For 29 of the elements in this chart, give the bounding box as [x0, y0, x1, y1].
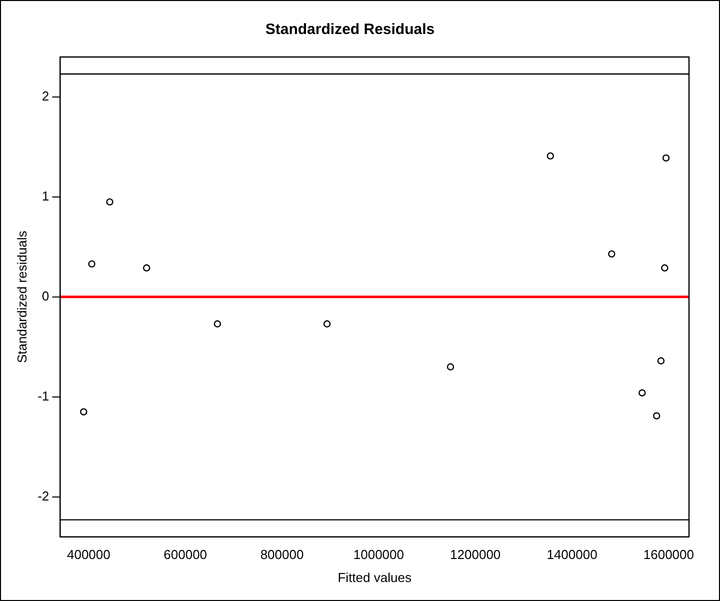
point — [214, 320, 222, 328]
y-tick-label: -1 — [38, 388, 50, 404]
point — [608, 250, 616, 258]
point — [142, 264, 150, 272]
x-tick-label: 1200000 — [450, 547, 501, 562]
x-tick-label: 1600000 — [643, 547, 694, 562]
y-tick-label: 0 — [42, 288, 50, 304]
x-tick-label: 400000 — [66, 547, 110, 562]
x-tick-label: 1400000 — [546, 547, 598, 562]
point — [653, 412, 660, 420]
y-tick-label: -2 — [38, 488, 50, 504]
point — [446, 363, 454, 370]
point — [88, 260, 96, 268]
x-tick-label: 600000 — [164, 547, 208, 562]
x-tick-label: 800000 — [260, 547, 304, 562]
point — [80, 408, 88, 416]
x-tick-label: 1000000 — [353, 547, 404, 562]
point — [657, 357, 665, 364]
point — [662, 154, 670, 162]
y-tick-label: 1 — [42, 188, 50, 204]
point — [638, 389, 646, 396]
y-axis-title: Standardized residuals — [14, 230, 30, 364]
point — [106, 198, 114, 206]
point — [661, 264, 668, 272]
point — [546, 152, 554, 160]
chart-title: Standardized Residuals — [265, 21, 435, 38]
point — [323, 320, 331, 328]
y-tick-label: 2 — [42, 88, 50, 104]
x-axis-title: Fitted values — [338, 570, 412, 585]
